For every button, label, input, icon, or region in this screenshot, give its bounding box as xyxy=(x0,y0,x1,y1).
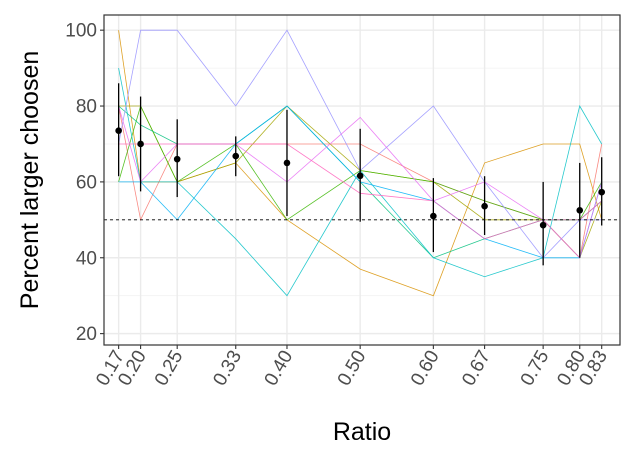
y-tick-label: 40 xyxy=(76,248,97,269)
mean-point xyxy=(539,221,547,229)
x-axis-title: Ratio xyxy=(333,418,391,446)
x-tick-label: 0.50 xyxy=(334,347,371,390)
mean-point xyxy=(430,212,437,220)
plot-border xyxy=(103,14,621,346)
grid xyxy=(104,15,620,345)
x-tick-label: 0.25 xyxy=(151,347,188,390)
y-tick-label: 80 xyxy=(76,97,97,118)
mean-points xyxy=(115,83,606,266)
y-tick-label: 100 xyxy=(65,21,97,42)
x-tick-label: 0.60 xyxy=(407,347,444,390)
mean-point xyxy=(232,152,240,160)
x-axis-ticks: 0.170.20 0.25 0.33 0.40 0.50 0.60 0.67 0.75 0.80… xyxy=(92,345,612,390)
mean-point xyxy=(283,159,291,167)
mean-point xyxy=(173,155,181,163)
x-tick-label: 0.67 xyxy=(458,347,495,390)
mean-point xyxy=(137,140,144,148)
y-axis-title: Percent larger choosen xyxy=(16,51,44,309)
y-tick-label: 20 xyxy=(76,324,97,345)
x-tick-label: 0.33 xyxy=(209,347,246,390)
mean-point xyxy=(576,207,584,214)
mean-point xyxy=(598,188,606,196)
mean-point xyxy=(481,202,488,210)
x-tick-label: 0.40 xyxy=(261,347,298,390)
series-line-9 xyxy=(118,105,603,259)
x-tick-label: 0.75 xyxy=(517,347,554,390)
mean-point xyxy=(356,172,364,180)
mean-point xyxy=(115,127,122,134)
y-tick-label: 60 xyxy=(76,172,97,193)
y-axis-ticks: 20 40 60 80 100 xyxy=(65,21,104,345)
